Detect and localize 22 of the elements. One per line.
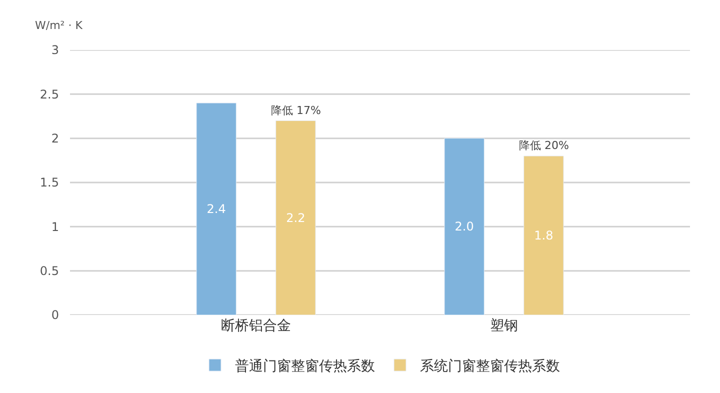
y-tick-label: 0.5 bbox=[40, 264, 59, 278]
x-tick-label: 塑钢 bbox=[490, 318, 518, 334]
y-tick-label: 1 bbox=[51, 220, 59, 234]
y-tick-label: 1.5 bbox=[40, 176, 59, 190]
legend-label: 系统门窗整窗传热系数 bbox=[420, 358, 560, 375]
bar bbox=[276, 120, 316, 315]
annotation: 降低 20% bbox=[519, 139, 569, 152]
y-tick-label: 3 bbox=[51, 43, 59, 58]
legend-label: 普通门窗整窗传热系数 bbox=[235, 358, 375, 375]
data-label: 2.2 bbox=[286, 210, 306, 225]
x-tick-label: 断桥铝合金 bbox=[221, 318, 291, 334]
y-tick-label: 0 bbox=[51, 308, 59, 322]
bar bbox=[524, 156, 564, 315]
y-axis-title: W/m² · K bbox=[35, 19, 84, 32]
y-tick-label: 2.5 bbox=[40, 87, 59, 102]
data-label: 2.4 bbox=[206, 202, 226, 216]
y-tick-label: 2 bbox=[51, 132, 59, 146]
data-label: 2.0 bbox=[454, 220, 474, 234]
annotation: 降低 17% bbox=[271, 104, 321, 117]
bar bbox=[444, 138, 484, 315]
bar bbox=[196, 102, 236, 315]
data-label: 1.8 bbox=[534, 228, 554, 242]
